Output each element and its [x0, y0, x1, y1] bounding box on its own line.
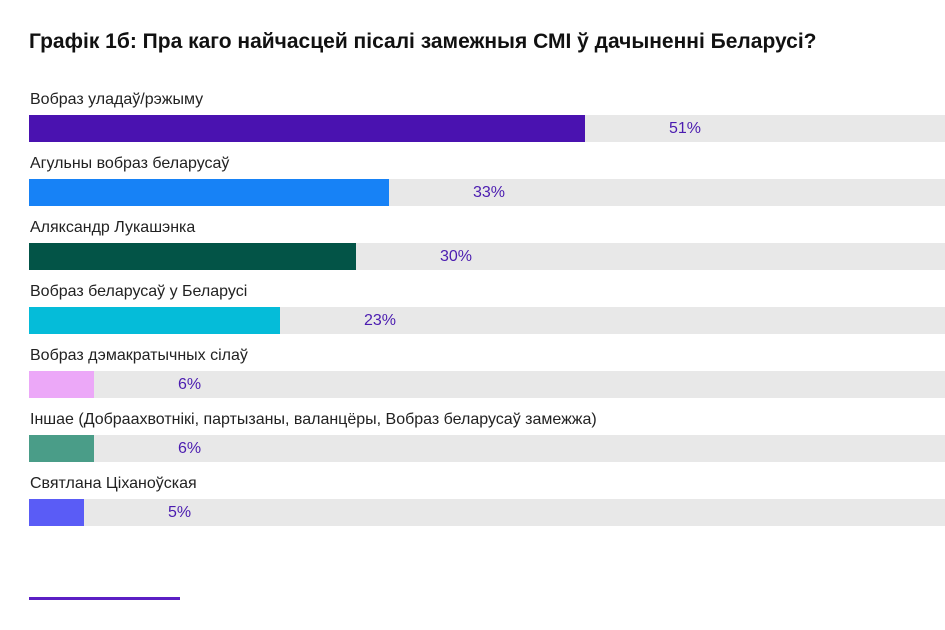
value-label: 33%	[473, 184, 506, 201]
category-label: Вобраз дэмакратычных сілаў	[30, 347, 248, 364]
bar	[29, 115, 585, 142]
bar	[29, 179, 389, 206]
bar-track: 5%	[29, 499, 945, 526]
bar-row: Іншае (Добраахвотнікі, партызаны, валанц…	[29, 408, 945, 472]
category-label: Святлана Ціханоўская	[30, 475, 197, 492]
bar	[29, 307, 280, 334]
bar-row: Вобраз беларусаў у Беларусі 23%	[29, 280, 945, 344]
bar-row: Вобраз уладаў/рэжыму 51%	[29, 88, 945, 152]
bar-row: Вобраз дэмакратычных сілаў 6%	[29, 344, 945, 408]
chart-title: Графік 1б: Пра каго найчасцей пісалі зам…	[29, 30, 817, 53]
bar-track: 51%	[29, 115, 945, 142]
category-label: Вобраз уладаў/рэжыму	[30, 91, 204, 108]
bar-row: Агульны вобраз беларусаў 33%	[29, 152, 945, 216]
bar-track: 23%	[29, 307, 945, 334]
bar-row: Аляксандр Лукашэнка 30%	[29, 216, 945, 280]
value-label: 30%	[440, 248, 473, 265]
value-label: 6%	[178, 440, 202, 457]
value-label: 51%	[669, 120, 702, 137]
bar-track: 33%	[29, 179, 945, 206]
bar-track: 30%	[29, 243, 945, 270]
category-label: Аляксандр Лукашэнка	[30, 219, 196, 236]
category-label: Іншае (Добраахвотнікі, партызаны, валанц…	[30, 411, 597, 428]
bar	[29, 435, 94, 462]
bar-track: 6%	[29, 435, 945, 462]
bar-track: 6%	[29, 371, 945, 398]
bar	[29, 371, 94, 398]
bar	[29, 243, 356, 270]
bar-row: Святлана Ціханоўская 5%	[29, 472, 945, 536]
bar	[29, 499, 84, 526]
value-label: 23%	[364, 312, 397, 329]
value-label: 6%	[178, 376, 202, 393]
value-label: 5%	[168, 504, 192, 521]
category-label: Вобраз беларусаў у Беларусі	[30, 283, 248, 300]
bar-chart: Вобраз уладаў/рэжыму 51% Агульны вобраз бе…	[29, 88, 945, 536]
category-label: Агульны вобраз беларусаў	[30, 155, 230, 172]
footer-accent-line	[29, 597, 180, 600]
